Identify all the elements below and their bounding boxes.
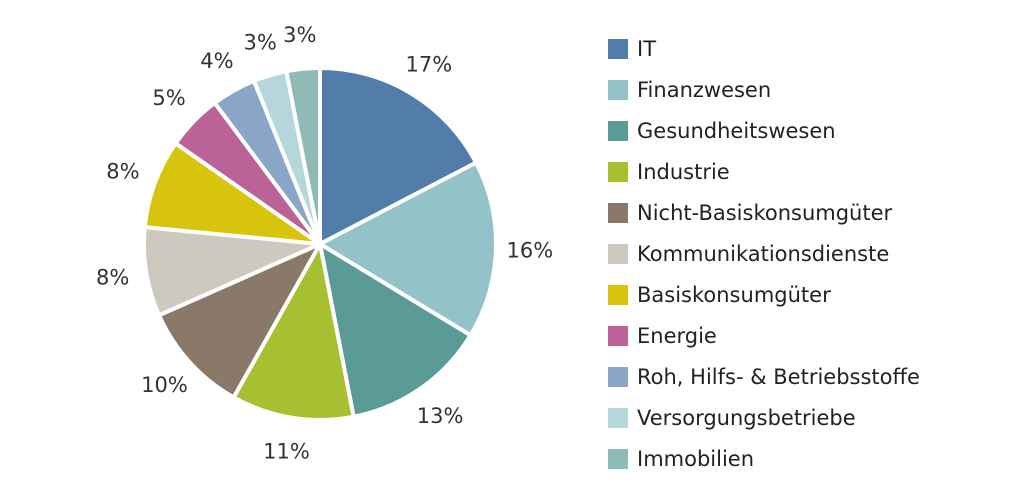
legend-label: IT	[637, 36, 657, 61]
legend-label: Roh, Hilfs- & Betriebsstoffe	[637, 364, 920, 389]
legend-item-it: IT	[608, 28, 1018, 69]
legend-label: Nicht-Basiskonsumgüter	[637, 200, 893, 225]
legend-swatch	[608, 407, 628, 428]
legend-swatch	[608, 202, 628, 223]
pie-value-label-finanzwesen: 16%	[507, 239, 554, 263]
legend-item-finanzwesen: Finanzwesen	[608, 69, 1018, 110]
legend-item-gesundheitswesen: Gesundheitswesen	[608, 110, 1018, 151]
legend-label: Kommunikationsdienste	[637, 241, 890, 266]
pie-slice-immobilien	[284, 66, 322, 246]
pie-slice-gesundheitswesen	[318, 242, 473, 419]
legend-swatch	[608, 120, 628, 141]
pie-slice-nicht-basiskonsumgüter	[157, 242, 322, 400]
pie-slice-it	[318, 66, 479, 246]
legend-item-versorgungsbetriebe: Versorgungsbetriebe	[608, 397, 1018, 438]
pie-value-label-roh-hilfs-betriebsstoffe: 4%	[200, 49, 233, 73]
legend-label: Immobilien	[637, 446, 755, 471]
legend-label: Gesundheitswesen	[637, 118, 836, 143]
pie-chart-svg: 17% 16% 13% 11% 10% 8% 8% 5% 4% 3% 3%	[96, 23, 553, 463]
legend-item-energie: Energie	[608, 315, 1018, 356]
legend-item-kommunikationsdienste: Kommunikationsdienste	[608, 233, 1018, 274]
pie-slices	[142, 66, 499, 422]
pie-value-labels: 17% 16% 13% 11% 10% 8% 8% 5% 4% 3% 3%	[96, 23, 553, 463]
pie-slice-finanzwesen	[318, 160, 499, 338]
legend-swatch	[608, 448, 628, 469]
pie-value-label-immobilien: 3%	[283, 23, 316, 47]
legend-swatch	[608, 325, 628, 346]
legend-item-nicht-basiskonsumgüter: Nicht-Basiskonsumgüter	[608, 192, 1018, 233]
legend-label: Versorgungsbetriebe	[637, 405, 856, 430]
legend-item-industrie: Industrie	[608, 151, 1018, 192]
pie-value-label-energie: 5%	[152, 86, 185, 110]
pie-value-label-industrie: 11%	[263, 439, 310, 463]
legend-swatch	[608, 366, 628, 387]
legend-label: Finanzwesen	[637, 77, 772, 102]
pie-value-label-basiskonsumgüter: 8%	[106, 160, 139, 184]
legend-item-immobilien: Immobilien	[608, 438, 1018, 479]
legend-swatch	[608, 38, 628, 59]
legend-label: Energie	[637, 323, 717, 348]
legend-label: Industrie	[637, 159, 730, 184]
legend-swatch	[608, 284, 628, 305]
pie-value-label-nicht-basiskonsumgüter: 10%	[141, 373, 188, 397]
legend-label: Basiskonsumgüter	[637, 282, 831, 307]
legend-swatch	[608, 79, 628, 100]
pie-slice-industrie	[231, 242, 356, 422]
legend-item-roh-hilfs-betriebsstoffe: Roh, Hilfs- & Betriebsstoffe	[608, 356, 1018, 397]
pie-value-label-kommunikationsdienste: 8%	[96, 266, 129, 290]
legend: IT Finanzwesen Gesundheitswesen Industrie Ni…	[608, 28, 1018, 479]
pie-value-label-gesundheitswesen: 13%	[417, 404, 464, 428]
legend-swatch	[608, 161, 628, 182]
legend-item-basiskonsumgüter: Basiskonsumgüter	[608, 274, 1018, 315]
pie-value-label-it: 17%	[406, 52, 453, 76]
legend-swatch	[608, 243, 628, 264]
pie-value-label-versorgungsbetriebe: 3%	[244, 31, 277, 55]
